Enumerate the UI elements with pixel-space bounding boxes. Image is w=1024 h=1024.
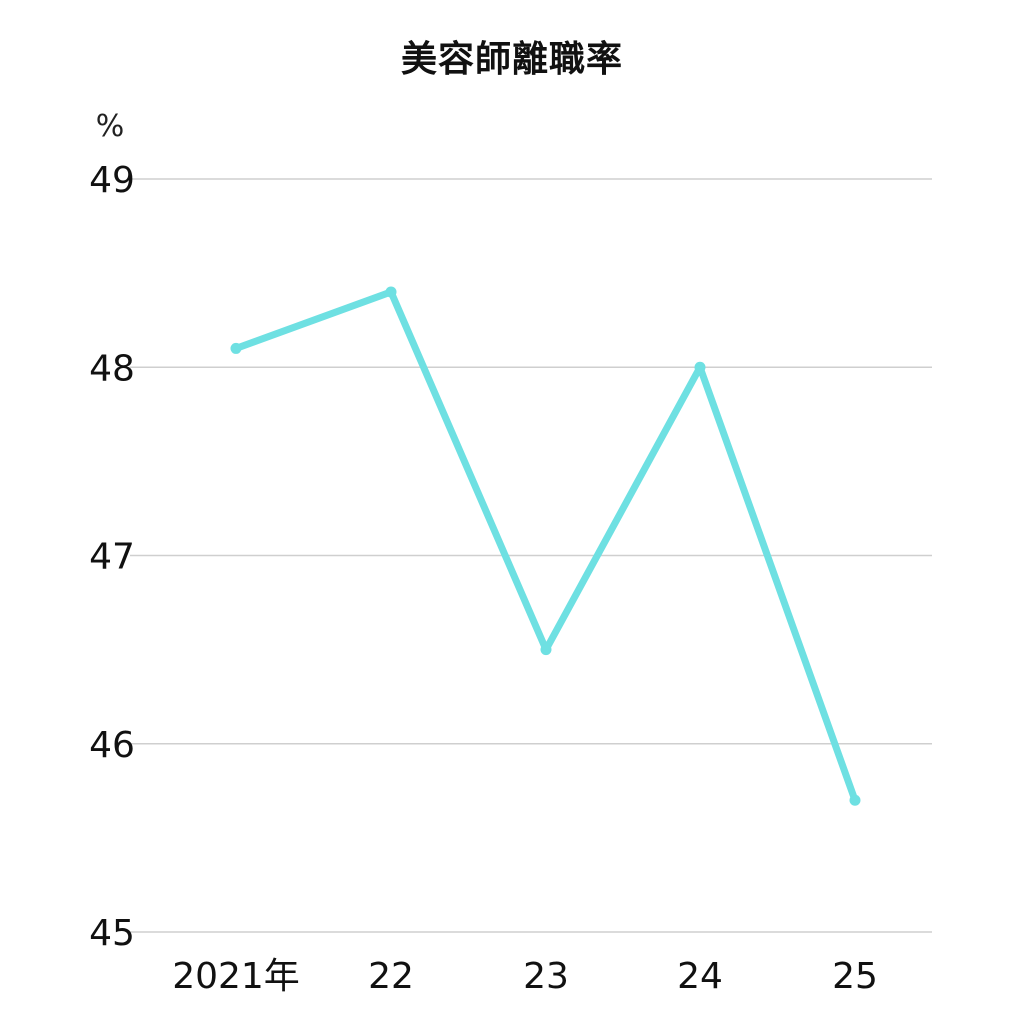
x-tick-label: 22 bbox=[368, 956, 414, 997]
data-point bbox=[849, 794, 861, 806]
y-axis-ticks: 45 46 47 48 49 bbox=[89, 160, 135, 954]
y-tick-label: 46 bbox=[89, 725, 135, 766]
data-point bbox=[540, 644, 552, 656]
x-tick-label: 2021年 bbox=[172, 956, 300, 997]
y-tick-label: 47 bbox=[89, 537, 135, 578]
chart-title: 美容師離職率 bbox=[400, 39, 623, 80]
x-tick-label: 23 bbox=[523, 956, 569, 997]
y-tick-label: 45 bbox=[89, 913, 135, 954]
y-axis-unit: % bbox=[96, 109, 125, 144]
x-tick-label: 24 bbox=[677, 956, 723, 997]
data-point bbox=[385, 286, 397, 298]
series-layer bbox=[230, 286, 861, 806]
data-point bbox=[694, 361, 706, 373]
y-tick-label: 48 bbox=[89, 348, 135, 389]
grid-lines bbox=[130, 178, 932, 933]
x-axis-ticks: 2021年 22 23 24 25 bbox=[172, 956, 878, 997]
series-line bbox=[232, 288, 859, 804]
y-tick-label: 49 bbox=[89, 160, 135, 201]
x-tick-label: 25 bbox=[832, 956, 878, 997]
data-point bbox=[230, 342, 242, 354]
